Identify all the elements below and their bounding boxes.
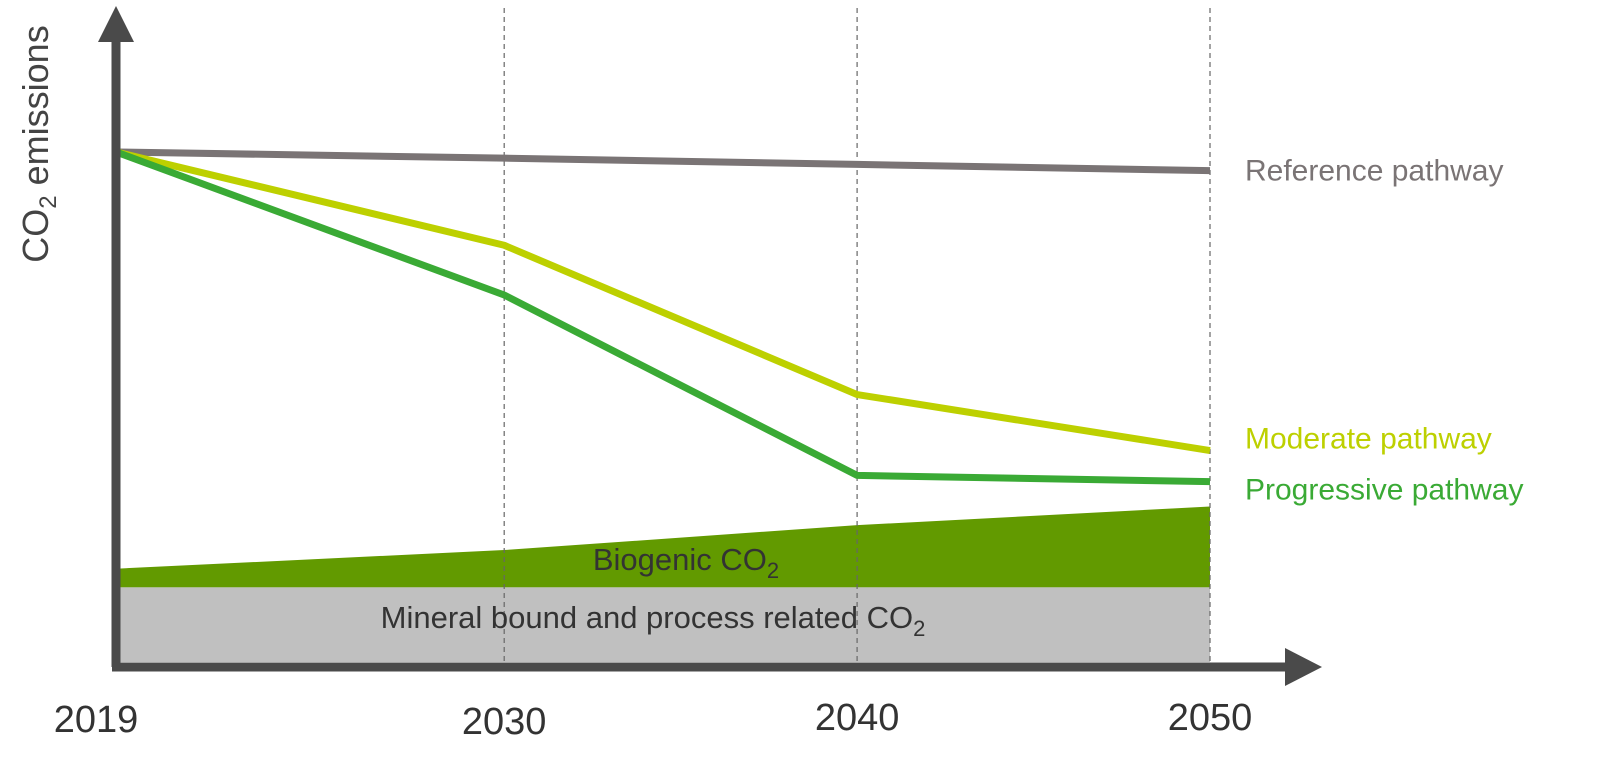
series-label-progressive-pathway: Progressive pathway — [1245, 474, 1523, 507]
vertical-gridlines — [503, 8, 1211, 662]
series-label-moderate-pathway: Moderate pathway — [1245, 423, 1492, 456]
area-label-main: Biogenic CO — [593, 542, 767, 577]
y-axis-arrow — [98, 6, 134, 42]
series-labels: Reference pathway Moderate pathway Progres… — [1245, 155, 1523, 507]
x-tick-label-2030: 2030 — [462, 701, 547, 743]
series-line-reference-pathway — [115, 148, 1211, 175]
y-axis-label-rest: emissions — [15, 25, 56, 195]
stacked-areas — [116, 506, 1210, 662]
area-label-biogenic-co: Biogenic CO2 — [593, 542, 779, 583]
area-mineral-bound-and-process-related-co — [116, 587, 1210, 662]
area-label-subscript: 2 — [767, 558, 779, 583]
x-tick-label-2040: 2040 — [815, 697, 900, 739]
x-axis-arrow — [1285, 648, 1322, 686]
series-line-progressive-pathway — [114, 148, 1211, 486]
y-axis-label-subscript: 2 — [35, 195, 62, 208]
axes — [98, 6, 1322, 686]
y-axis-label-main: CO — [15, 209, 56, 263]
area-biogenic-co — [116, 506, 1210, 588]
area-label-subscript: 2 — [913, 616, 925, 641]
x-tick-labels: 2019 2030 2040 2050 — [54, 697, 1253, 743]
series-line-moderate-pathway — [115, 148, 1211, 454]
y-axis-label: CO2 emissions — [15, 25, 62, 262]
x-tick-label-2019: 2019 — [54, 699, 139, 741]
series-lines — [114, 148, 1211, 486]
area-label-main: Mineral bound and process related CO — [381, 600, 913, 635]
x-tick-label-2050: 2050 — [1168, 697, 1253, 739]
area-label-mineral-bound-and-process-related-co: Mineral bound and process related CO2 — [381, 600, 926, 641]
series-label-reference-pathway: Reference pathway — [1245, 155, 1504, 188]
